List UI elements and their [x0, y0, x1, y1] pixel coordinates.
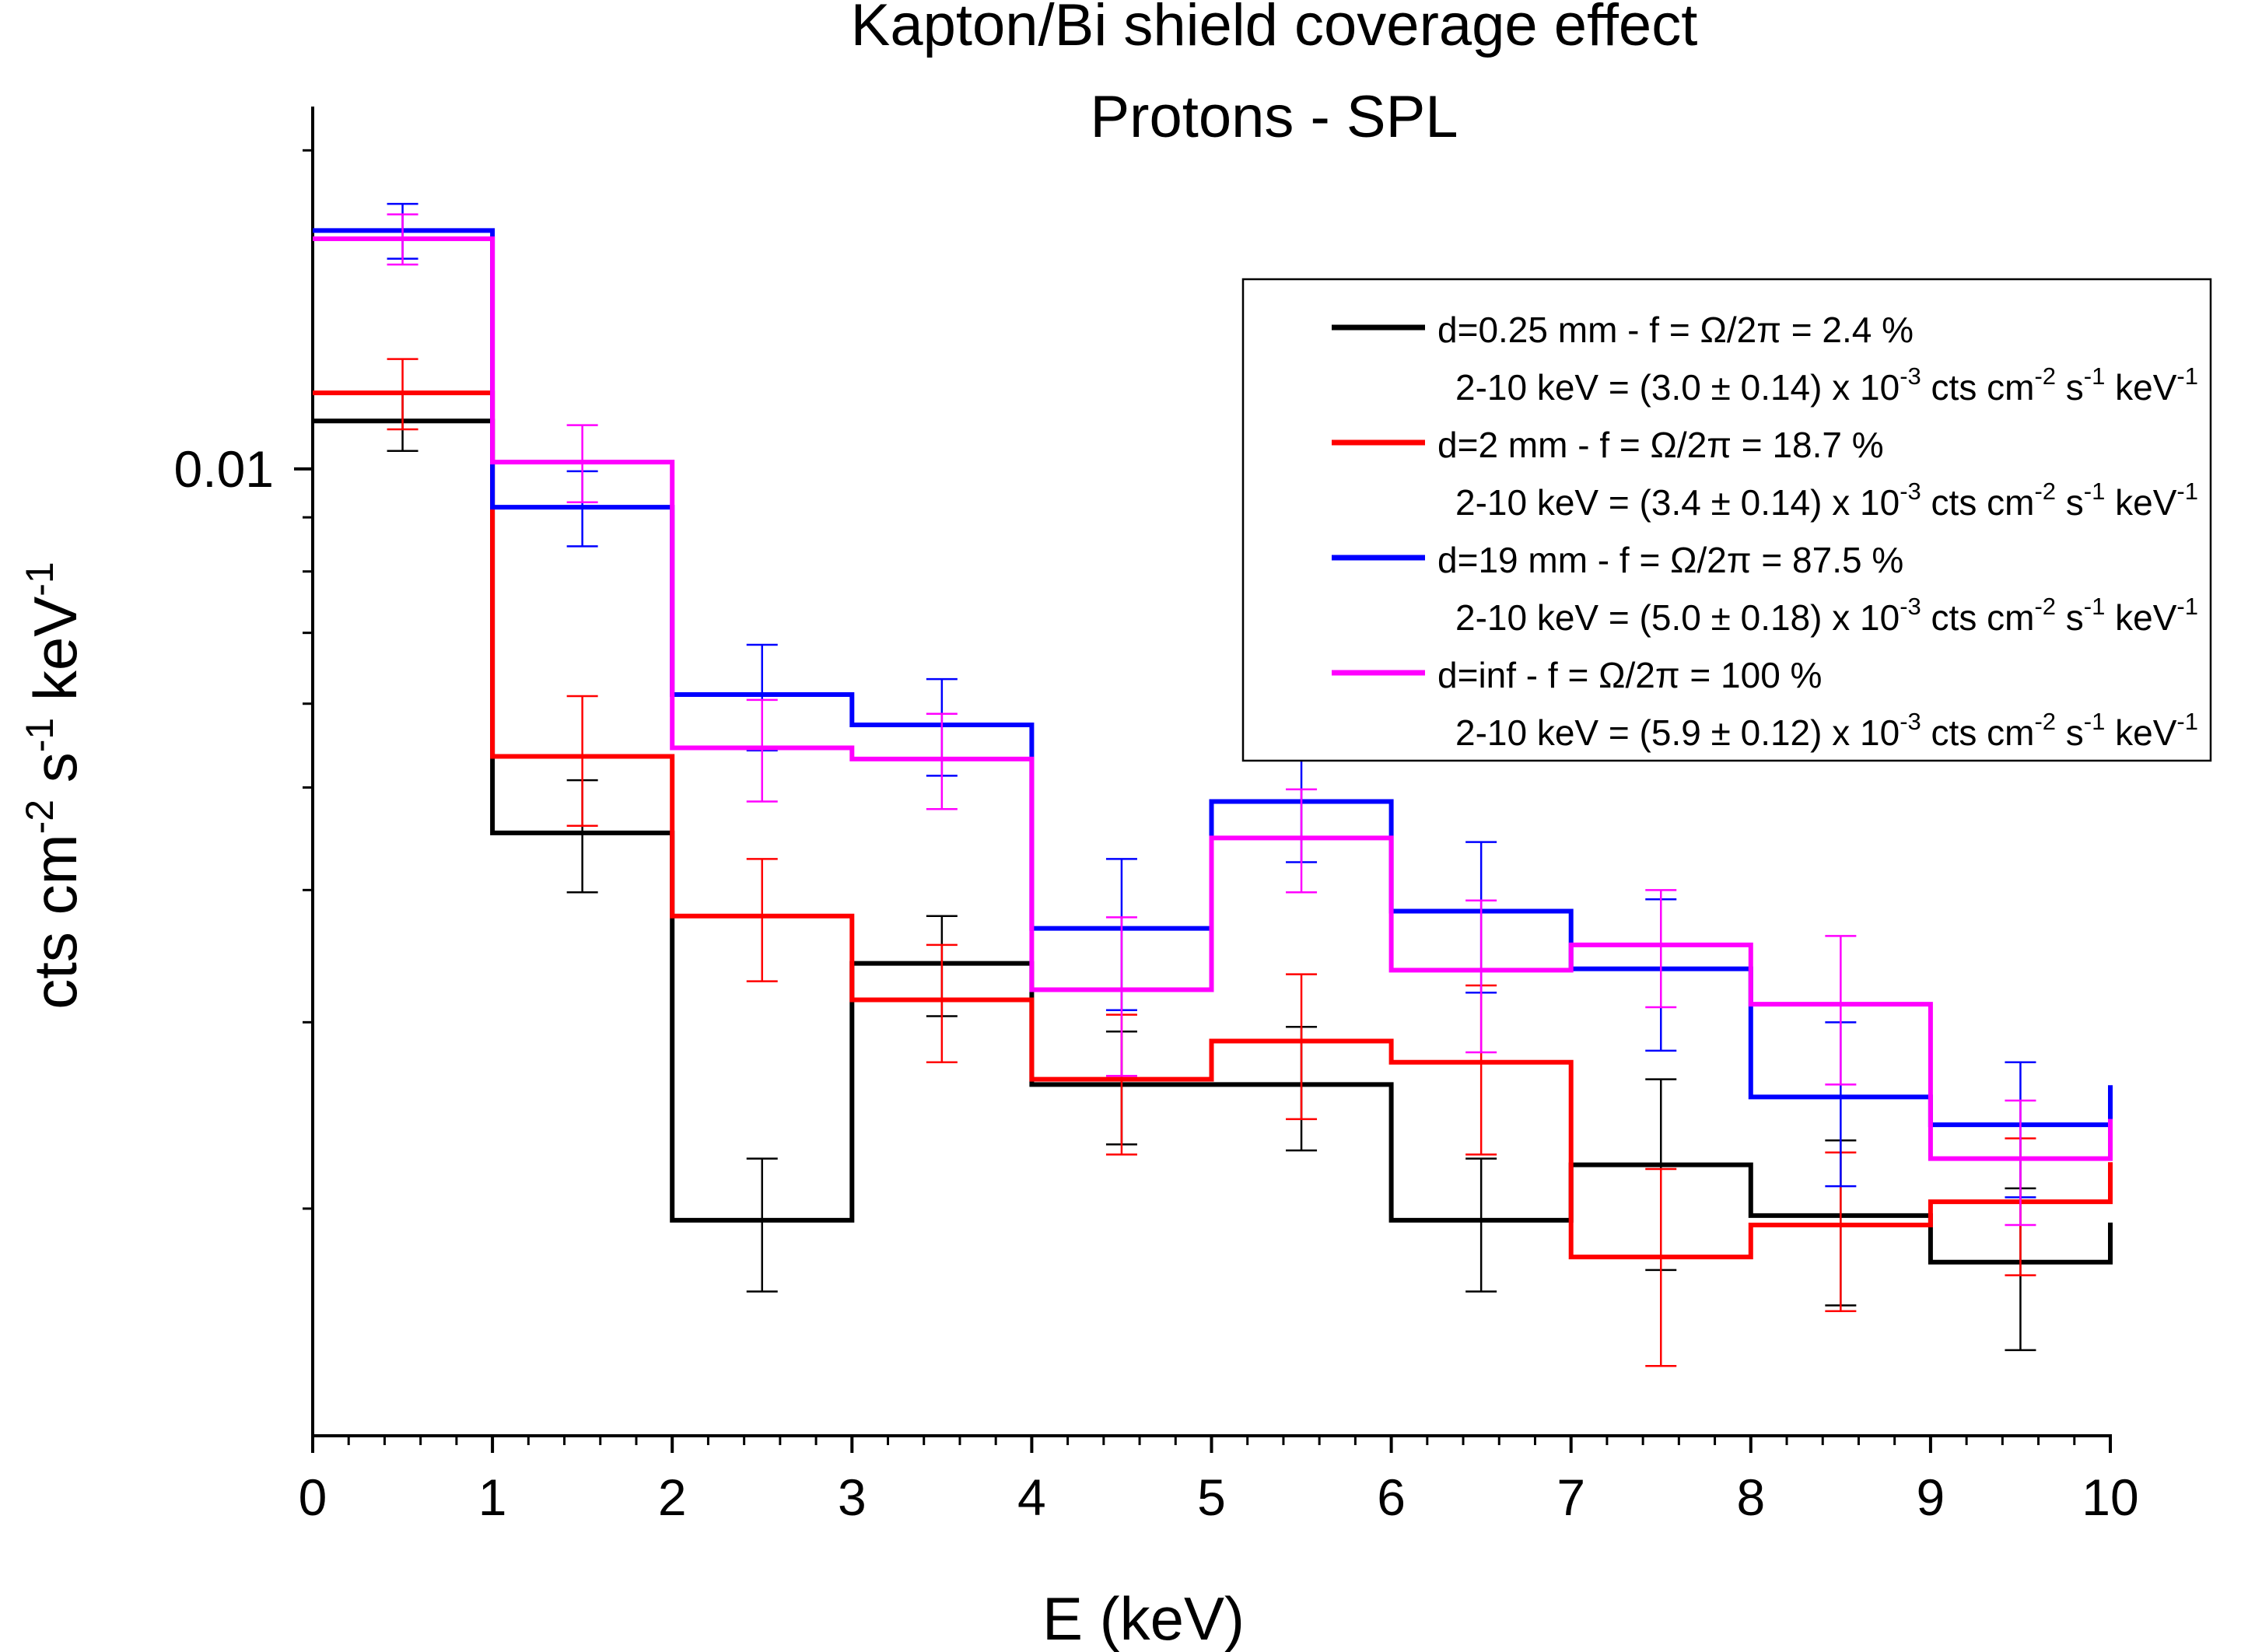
legend-label: d=0.25 mm - f = Ω/2π = 2.4 % [1437, 310, 1914, 350]
series-4 [313, 213, 2113, 1227]
legend-rate: 2-10 keV = (3.4 ± 0.14) x 10-3 cts cm-2 … [1455, 478, 2198, 523]
series-line [313, 236, 2113, 1161]
x-tick-label: 0 [299, 1468, 327, 1526]
x-tick-label: 7 [1556, 1468, 1585, 1526]
x-tick-label: 10 [2082, 1468, 2138, 1526]
legend-label: d=inf - f = Ω/2π = 100 % [1437, 655, 1822, 695]
x-tick-label: 9 [1917, 1468, 1945, 1526]
x-tick-label: 2 [658, 1468, 687, 1526]
legend-box [1241, 278, 2212, 762]
legend-label: d=19 mm - f = Ω/2π = 87.5 % [1437, 540, 1903, 580]
axes: 0 1 2 3 4 5 6 7 8 9 10 0.01 [174, 107, 2139, 1526]
x-tick-label: 6 [1377, 1468, 1406, 1526]
legend-rate: 2-10 keV = (5.9 ± 0.12) x 10-3 cts cm-2 … [1455, 708, 2198, 753]
chart-title: Kapton/Bi shield coverage effect [851, 0, 1698, 58]
x-tick-label: 5 [1197, 1468, 1226, 1526]
legend: d=0.25 mm - f = Ω/2π = 2.4 % 2-10 keV = (… [1241, 278, 2212, 762]
x-tick-label: 1 [478, 1468, 507, 1526]
x-tick-label: 3 [838, 1468, 867, 1526]
y-axis-label: cts cm-2 s-1 keV-1 [18, 562, 89, 1009]
x-tick-label: 8 [1736, 1468, 1765, 1526]
legend-label: d=2 mm - f = Ω/2π = 18.7 % [1437, 425, 1884, 465]
chart-subtitle: Protons - SPL [1090, 84, 1458, 150]
legend-rate: 2-10 keV = (3.0 ± 0.14) x 10-3 cts cm-2 … [1455, 362, 2198, 408]
x-axis-label: E (keV) [1042, 1584, 1245, 1652]
y-tick-label: 0.01 [174, 440, 274, 498]
x-tick-label: 4 [1017, 1468, 1046, 1526]
legend-rate: 2-10 keV = (5.0 ± 0.18) x 10-3 cts cm-2 … [1455, 593, 2198, 638]
series-line [313, 390, 2113, 1260]
